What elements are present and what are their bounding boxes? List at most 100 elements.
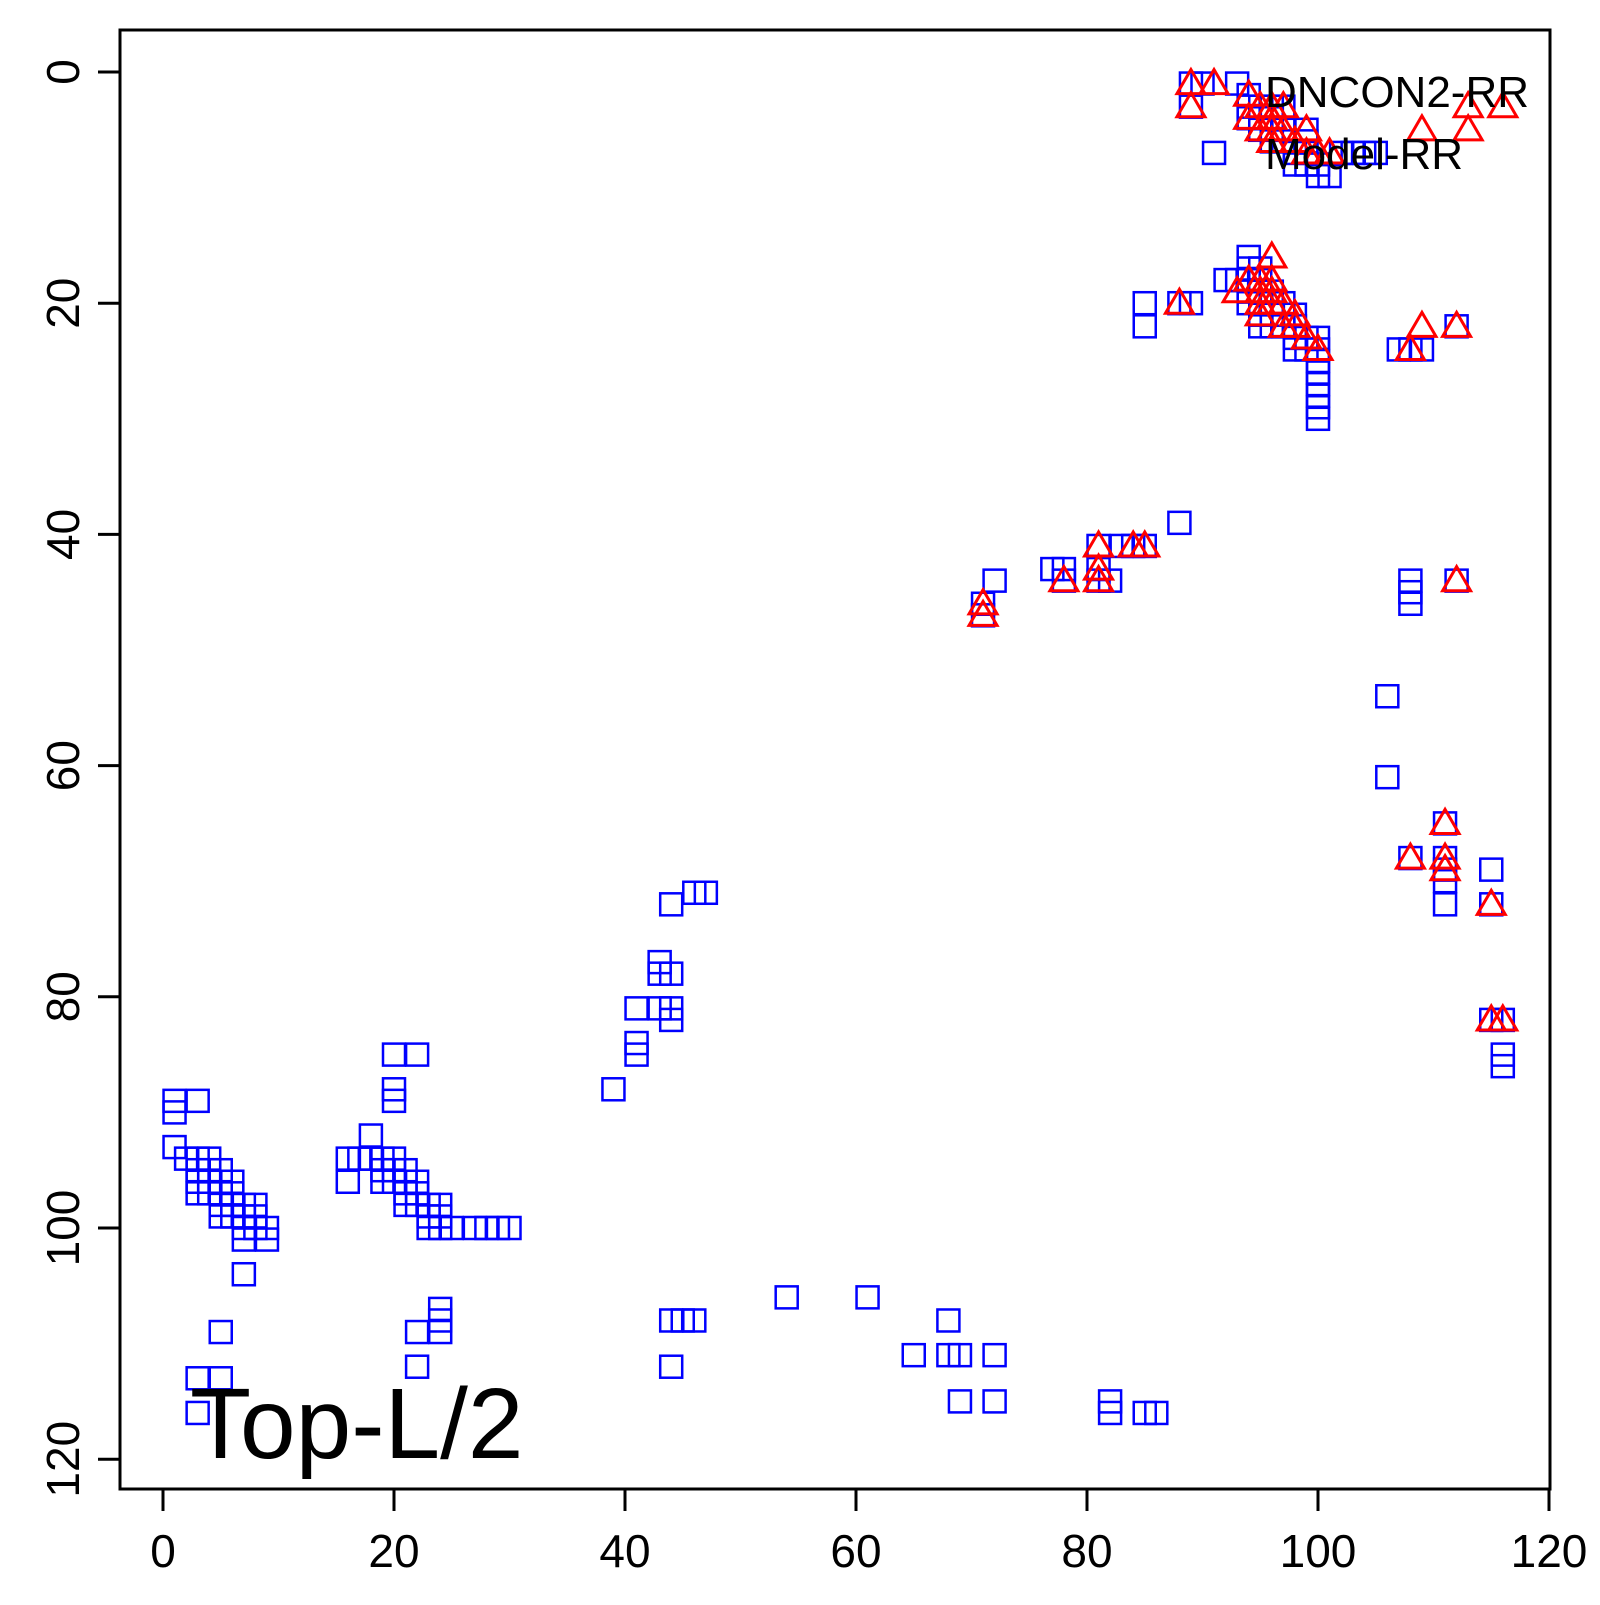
point-model-rr bbox=[1474, 887, 1508, 916]
x-tick-label: 100 bbox=[1280, 1525, 1357, 1577]
point-dncon2-rr bbox=[658, 1007, 684, 1033]
point-dncon2-rr bbox=[1490, 1053, 1516, 1079]
point-model-rr bbox=[1428, 841, 1462, 870]
y-tick-label: 20 bbox=[37, 278, 89, 329]
point-model-rr bbox=[1255, 124, 1289, 153]
point-dncon2-rr bbox=[1167, 510, 1192, 536]
point-dncon2-rr bbox=[497, 1215, 522, 1241]
point-model-rr bbox=[1243, 297, 1277, 327]
point-model-rr bbox=[1405, 112, 1439, 142]
point-model-rr bbox=[1266, 112, 1300, 142]
point-dncon2-rr bbox=[982, 1389, 1007, 1414]
legend-label-dncon2: DNCON2-RR bbox=[1265, 68, 1529, 117]
point-dncon2-rr bbox=[658, 892, 684, 917]
y-tick-label: 100 bbox=[37, 1190, 89, 1267]
point-dncon2-rr bbox=[982, 1342, 1007, 1368]
point-dncon2-rr bbox=[774, 1285, 799, 1310]
legend-label-model: Model-RR bbox=[1265, 130, 1463, 179]
x-tick-label: 0 bbox=[150, 1525, 176, 1577]
point-model-rr bbox=[1220, 274, 1254, 304]
plot-frame bbox=[118, 28, 1552, 1491]
point-model-rr bbox=[1428, 806, 1462, 835]
point-dncon2-rr bbox=[208, 1366, 233, 1391]
point-dncon2-rr bbox=[624, 1042, 649, 1067]
point-dncon2-rr bbox=[208, 1319, 233, 1345]
point-model-rr bbox=[1081, 563, 1116, 593]
y-tick-label: 0 bbox=[37, 59, 89, 85]
point-dncon2-rr bbox=[658, 1354, 684, 1379]
point-dncon2-rr bbox=[1097, 1400, 1123, 1426]
point-dncon2-rr bbox=[1479, 857, 1504, 882]
point-dncon2-rr bbox=[1398, 591, 1423, 617]
point-dncon2-rr bbox=[936, 1308, 961, 1333]
panel-annotation: Top-L/2 bbox=[190, 1368, 524, 1480]
point-model-rr bbox=[1081, 552, 1116, 581]
x-tick-label: 80 bbox=[1061, 1525, 1112, 1577]
point-dncon2-rr bbox=[254, 1227, 280, 1252]
point-dncon2-rr bbox=[855, 1285, 880, 1310]
x-tick-label: 20 bbox=[368, 1525, 419, 1577]
point-model-rr bbox=[1439, 563, 1474, 593]
point-dncon2-rr bbox=[427, 1319, 453, 1345]
point-model-rr bbox=[1405, 309, 1439, 338]
x-tick-label: 40 bbox=[599, 1525, 650, 1577]
point-model-rr bbox=[1428, 852, 1462, 882]
point-dncon2-rr bbox=[335, 1169, 361, 1195]
point-model-rr bbox=[1393, 332, 1428, 362]
point-model-rr bbox=[1255, 274, 1289, 304]
point-model-rr bbox=[1289, 320, 1324, 350]
point-dncon2-rr bbox=[381, 1042, 407, 1067]
point-dncon2-rr bbox=[601, 1077, 626, 1102]
legend: DNCON2-RR Model-RR bbox=[1265, 68, 1529, 179]
point-dncon2-rr bbox=[1132, 290, 1157, 316]
point-dncon2-rr bbox=[682, 1308, 707, 1333]
point-dncon2-rr bbox=[1305, 406, 1331, 432]
point-dncon2-rr bbox=[947, 1342, 973, 1368]
point-model-rr bbox=[1197, 66, 1231, 96]
point-model-rr bbox=[1174, 89, 1208, 119]
point-dncon2-rr bbox=[947, 1389, 973, 1414]
point-dncon2-rr bbox=[982, 568, 1007, 593]
point-dncon2-rr bbox=[185, 1400, 210, 1426]
point-dncon2-rr bbox=[404, 1354, 430, 1379]
point-model-rr bbox=[1162, 286, 1197, 315]
point-model-rr bbox=[1393, 841, 1428, 870]
point-dncon2-rr bbox=[404, 1042, 430, 1067]
point-dncon2-rr bbox=[901, 1342, 926, 1368]
point-dncon2-rr bbox=[1201, 140, 1227, 166]
point-dncon2-rr bbox=[185, 1088, 210, 1114]
point-model-rr bbox=[966, 598, 1000, 627]
point-dncon2-rr bbox=[624, 996, 649, 1021]
point-dncon2-rr bbox=[1375, 683, 1400, 709]
point-model-rr bbox=[966, 586, 1000, 616]
point-dncon2-rr bbox=[658, 961, 684, 986]
point-dncon2-rr bbox=[381, 1088, 407, 1114]
x-axis: 0 20 40 60 80 100 120 bbox=[150, 1487, 1588, 1577]
point-model-rr bbox=[1451, 112, 1485, 142]
y-axis: 0 20 40 60 80 100 120 bbox=[37, 59, 122, 1498]
x-tick-label: 60 bbox=[830, 1525, 881, 1577]
point-dncon2-rr bbox=[358, 1123, 384, 1148]
point-dncon2-rr bbox=[1375, 764, 1400, 790]
point-model-rr bbox=[1232, 101, 1266, 130]
point-model-rr bbox=[1486, 1002, 1520, 1032]
point-dncon2-rr bbox=[1363, 140, 1388, 166]
point-model-rr bbox=[1047, 563, 1081, 593]
point-dncon2-rr bbox=[231, 1261, 257, 1287]
y-tick-label: 80 bbox=[37, 971, 89, 1022]
point-model-rr bbox=[1278, 297, 1312, 327]
point-model-rr bbox=[1486, 89, 1520, 119]
point-dncon2-rr bbox=[1132, 314, 1157, 339]
point-dncon2-rr bbox=[1432, 892, 1458, 917]
x-tick-label: 120 bbox=[1511, 1525, 1588, 1577]
point-dncon2-rr bbox=[404, 1319, 430, 1345]
point-model-rr bbox=[1278, 309, 1312, 338]
data-points bbox=[162, 66, 1520, 1426]
point-model-rr bbox=[1439, 309, 1474, 338]
point-model-rr bbox=[1128, 528, 1162, 558]
point-model-rr bbox=[1301, 332, 1335, 362]
y-tick-label: 120 bbox=[37, 1421, 89, 1498]
point-model-rr bbox=[1312, 135, 1347, 165]
